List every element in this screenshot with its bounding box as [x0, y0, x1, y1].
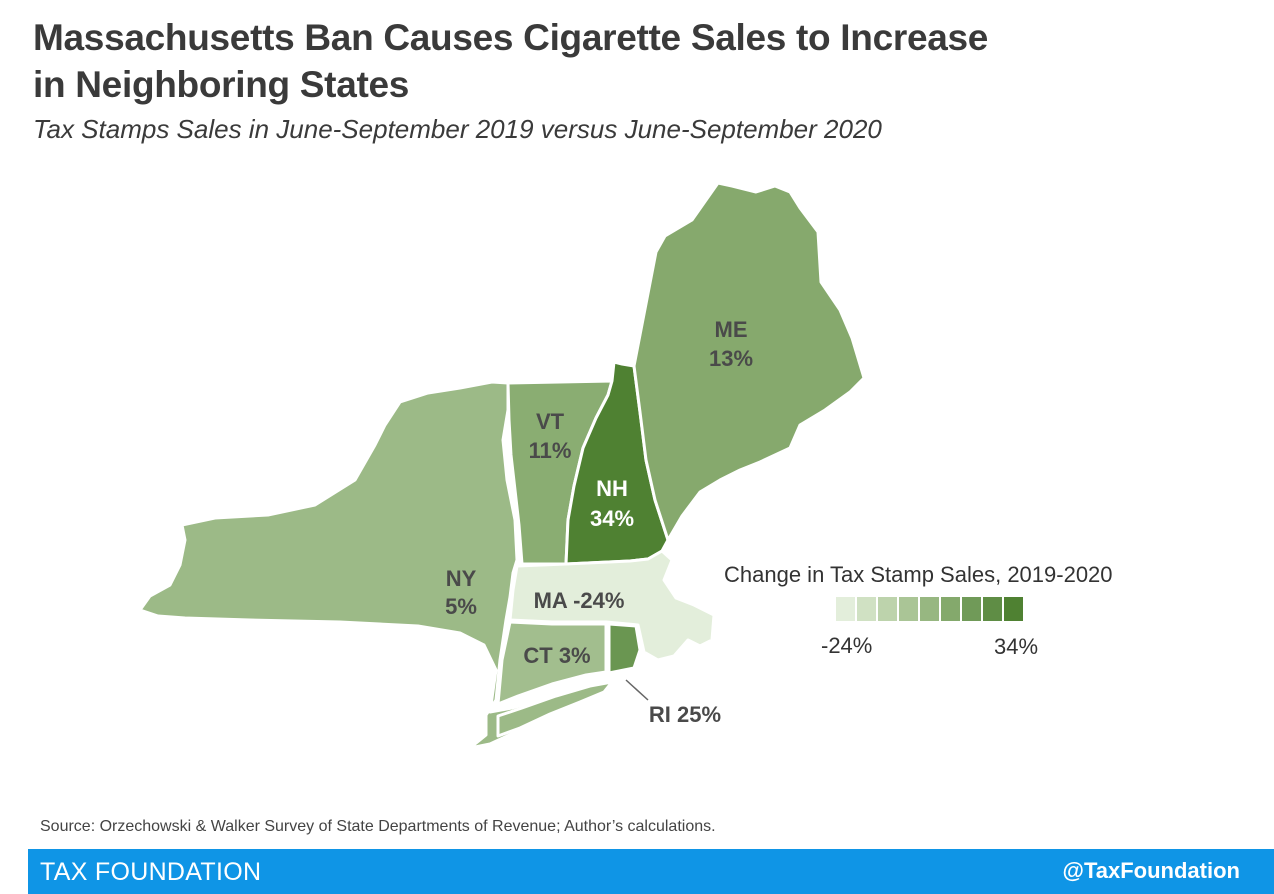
- footer-handle[interactable]: @TaxFoundation: [1062, 858, 1240, 883]
- state-ct: [496, 620, 608, 706]
- title-line-2: in Neighboring States: [33, 64, 410, 105]
- label-me-value: 13%: [709, 346, 753, 371]
- label-ri: RI 25%: [649, 702, 721, 727]
- label-me: ME: [715, 317, 748, 342]
- label-vt-value: 11%: [529, 438, 572, 463]
- legend-title: Change in Tax Stamp Sales, 2019-2020: [724, 562, 1113, 587]
- legend-swatch: [941, 597, 960, 621]
- legend-swatch: [983, 597, 1002, 621]
- state-ny: [138, 380, 614, 750]
- legend-max-label: 34%: [994, 634, 1039, 659]
- legend-swatch: [878, 597, 897, 621]
- legend-swatch: [857, 597, 876, 621]
- legend-swatch: [962, 597, 981, 621]
- legend-swatch: [836, 597, 855, 621]
- state-ri: [607, 622, 642, 675]
- label-ma: MA -24%: [534, 588, 625, 613]
- legend-swatch: [1004, 597, 1023, 621]
- legend-min-label: -24%: [821, 633, 873, 658]
- chart-subtitle: Tax Stamps Sales in June-September 2019 …: [33, 114, 882, 144]
- legend-swatch: [920, 597, 939, 621]
- label-ny-value: 5%: [445, 594, 477, 619]
- source-note: Source: Orzechowski & Walker Survey of S…: [40, 818, 716, 835]
- legend-color-scale: [836, 597, 1025, 621]
- state-ma: [508, 549, 716, 662]
- label-vt: VT: [536, 409, 565, 434]
- label-ct: CT 3%: [523, 643, 590, 668]
- footer-brand: TAX FOUNDATION: [40, 858, 262, 886]
- legend-swatch: [899, 597, 918, 621]
- ri-leader-line: [625, 679, 649, 701]
- label-nh-value: 34%: [590, 506, 634, 531]
- label-ny: NY: [446, 566, 477, 591]
- state-me: [632, 181, 866, 542]
- footer-bar: TAX FOUNDATION @TaxFoundation: [28, 849, 1274, 894]
- state-ny-long-island: [496, 680, 614, 738]
- chart-title: Massachusetts Ban Causes Cigarette Sales…: [33, 14, 1033, 108]
- title-line-1: Massachusetts Ban Causes Cigarette Sales…: [33, 17, 989, 58]
- label-nh: NH: [596, 476, 628, 501]
